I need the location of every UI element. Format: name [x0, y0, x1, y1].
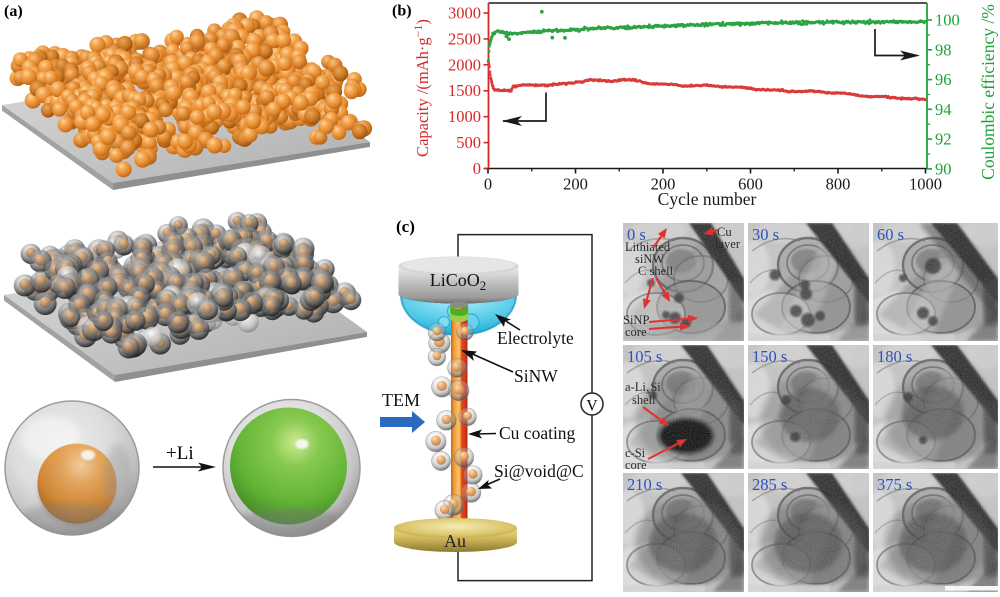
svg-text:60 s: 60 s [877, 225, 904, 244]
svg-text:V: V [586, 398, 598, 415]
svg-text:98: 98 [935, 40, 952, 59]
svg-text:2500: 2500 [448, 29, 481, 48]
svg-text:105 s: 105 s [627, 347, 662, 366]
svg-text:(a): (a) [4, 3, 23, 20]
svg-text:92: 92 [935, 130, 952, 149]
svg-text:1500: 1500 [448, 81, 481, 100]
svg-text:150 s: 150 s [752, 347, 787, 366]
svg-text:180 s: 180 s [877, 347, 912, 366]
svg-text:Cu coating: Cu coating [499, 423, 576, 443]
svg-text:Au: Au [444, 531, 466, 551]
svg-text:(b): (b) [392, 3, 412, 20]
svg-text:0: 0 [484, 175, 492, 194]
svg-text:285 s: 285 s [752, 475, 787, 494]
svg-text:TEM: TEM [382, 390, 420, 410]
svg-text:+Li: +Li [166, 443, 194, 464]
svg-text:Electrolyte: Electrolyte [497, 328, 574, 348]
svg-text:Si@void@C: Si@void@C [494, 461, 584, 481]
svg-text:Coulombic efficiency /%: Coulombic efficiency /% [978, 4, 998, 180]
svg-text:90: 90 [935, 159, 952, 178]
svg-text:Cycle number: Cycle number [658, 189, 757, 209]
svg-text:2000: 2000 [448, 55, 481, 74]
svg-text:600: 600 [738, 175, 763, 194]
svg-text:200: 200 [563, 175, 588, 194]
svg-text:200: 200 [651, 175, 676, 194]
svg-text:1000: 1000 [909, 175, 942, 194]
svg-text:30 s: 30 s [752, 225, 779, 244]
svg-text:210 s: 210 s [627, 475, 662, 494]
svg-text:94: 94 [935, 100, 952, 119]
svg-text:800: 800 [826, 175, 851, 194]
svg-text:LiCoO2: LiCoO2 [430, 270, 487, 293]
svg-text:96: 96 [935, 70, 952, 89]
svg-text:500: 500 [456, 133, 481, 152]
svg-text:100: 100 [935, 11, 960, 30]
svg-text:Capacity /(mAh·g−1): Capacity /(mAh·g−1) [411, 19, 432, 157]
svg-text:3000: 3000 [448, 4, 481, 23]
svg-text:375 s: 375 s [877, 475, 912, 494]
svg-text:(c): (c) [396, 217, 415, 236]
svg-text:1000: 1000 [448, 107, 481, 126]
svg-text:0: 0 [473, 159, 481, 178]
svg-text:SiNW: SiNW [514, 366, 558, 386]
svg-text:0 s: 0 s [627, 225, 646, 244]
